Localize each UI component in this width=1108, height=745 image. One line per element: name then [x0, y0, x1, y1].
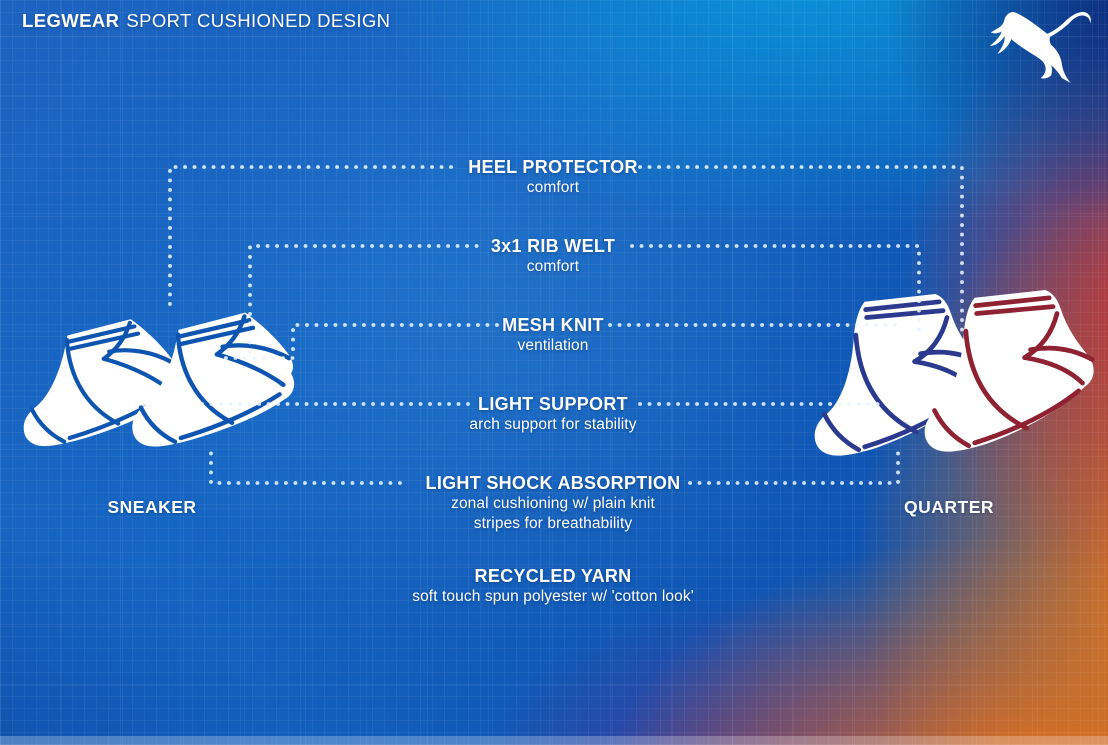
- feature-heel-protector: HEEL PROTECTOR comfort: [468, 157, 638, 198]
- title-rest: SPORT CUSHIONED DESIGN: [126, 10, 391, 31]
- page-title: LEGWEAR SPORT CUSHIONED DESIGN: [22, 10, 390, 32]
- feature-subtitle: comfort: [526, 258, 580, 275]
- connector-light-shock-right: [688, 443, 900, 485]
- connector-heel-protector-right: [638, 165, 964, 334]
- feature-title: RECYCLED YARN: [474, 566, 632, 586]
- bottom-light-strip: [0, 736, 1108, 745]
- connector-light-shock-left: [209, 444, 402, 485]
- connector-rib-welt-left: [248, 244, 480, 354]
- feature-mesh-knit: MESH KNIT ventilation: [502, 315, 604, 356]
- feature-title: HEEL PROTECTOR: [468, 157, 638, 177]
- puma-cat-body: [989, 11, 1071, 84]
- quarter-sock-pair: [815, 290, 1094, 456]
- feature-subtitle: arch support for stability: [469, 416, 637, 433]
- callout-connectors: [168, 165, 964, 485]
- feature-title: LIGHT SUPPORT: [478, 394, 628, 414]
- feature-subtitle: soft touch spun polyester w/ 'cotton loo…: [412, 588, 694, 605]
- product-label-quarter: QUARTER: [903, 497, 995, 517]
- feature-title: MESH KNIT: [502, 315, 604, 335]
- sneaker-sock-pair: [24, 313, 294, 447]
- feature-subtitle: zonal cushioning w/ plain knit stripes f…: [451, 495, 655, 532]
- connector-heel-protector-left: [168, 165, 460, 306]
- puma-cat-tail: [1046, 11, 1091, 38]
- title-brand: LEGWEAR: [22, 10, 120, 31]
- feature-rib-welt: 3x1 RIB WELT comfort: [491, 236, 615, 277]
- connector-rib-welt-right: [630, 244, 921, 338]
- feature-light-support: LIGHT SUPPORT arch support for stability: [469, 394, 636, 435]
- feature-title: LIGHT SHOCK ABSORPTION: [425, 473, 681, 493]
- feature-subtitle: ventilation: [517, 337, 589, 354]
- feature-recycled-yarn: RECYCLED YARN soft touch spun polyester …: [412, 566, 694, 607]
- feature-title: 3x1 RIB WELT: [490, 236, 616, 256]
- puma-cat-logo-icon: [989, 11, 1091, 84]
- product-label-sneaker: SNEAKER: [107, 497, 197, 517]
- feature-subtitle: comfort: [526, 179, 580, 196]
- feature-light-shock-absorption: LIGHT SHOCK ABSORPTION zonal cushioning …: [426, 473, 681, 534]
